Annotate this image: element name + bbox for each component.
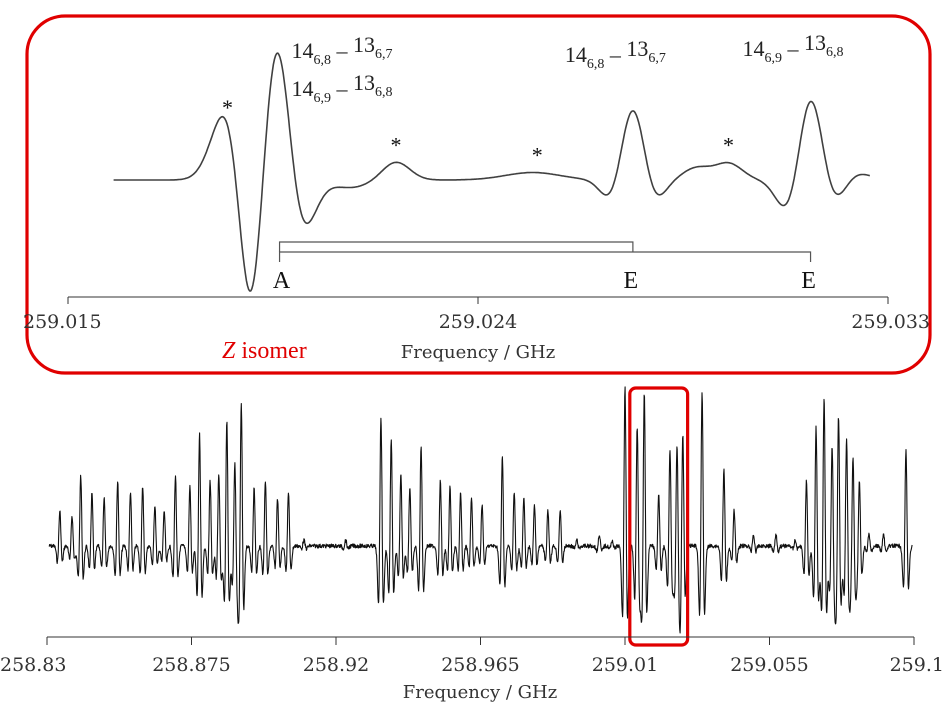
transition-label: 146,9 – 136,8	[743, 30, 844, 66]
transition-label: 146,9 – 136,8	[292, 70, 393, 106]
overview-x-tick-label: 258.92	[303, 654, 369, 676]
overview-spectrum-trace	[48, 386, 913, 634]
overview-x-tick-label: 259.01	[592, 654, 658, 676]
transition-label: 146,8 – 136,7	[292, 32, 393, 68]
impurity-star: *	[532, 143, 543, 168]
impurity-star: *	[723, 133, 734, 158]
inset-x-tick-label: 259.015	[23, 311, 102, 333]
impurity-star: *	[391, 132, 402, 157]
inset-highlight-frame	[25, 14, 932, 375]
inset-spectrum-trace	[113, 52, 871, 292]
overview-x-tick-label: 258.965	[441, 654, 520, 676]
overview-x-tick-label: 258.875	[152, 654, 231, 676]
symmetry-label: A	[273, 268, 291, 294]
transition-label: 146,8 – 136,7	[565, 36, 666, 72]
splitting-bracket-line	[278, 241, 634, 252]
inset-x-tick-label: 259.033	[851, 311, 930, 333]
inset-x-ticks: 259.015 259.024 259.033	[23, 297, 930, 333]
zoom-region-frame	[628, 386, 690, 647]
isomer-label-rest: isomer	[235, 338, 306, 364]
overview-x-tick-label: 258.83	[0, 654, 66, 676]
inset-x-axis-title: Frequency / GHz	[401, 342, 555, 363]
overview-panel: 258.83 258.875 258.92 258.965 259.01 259.055 2…	[0, 386, 944, 703]
impurity-star: *	[222, 95, 233, 120]
overview-x-axis-title: Frequency / GHz	[403, 682, 557, 703]
symmetry-label: E	[801, 268, 816, 294]
impurity-markers: * * * *	[222, 95, 734, 167]
symmetry-label: E	[624, 268, 639, 294]
isomer-label: Z isomer	[222, 338, 307, 364]
overview-x-tick-label: 259.1	[890, 654, 944, 676]
inset-x-tick-label: 259.024	[439, 311, 518, 333]
overview-x-tick-label: 259.055	[730, 654, 809, 676]
splitting-bracket-line	[278, 251, 812, 262]
isomer-label-italic: Z	[222, 338, 236, 364]
overview-x-ticks: 258.83 258.875 258.92 258.965 259.01 259.055 2…	[0, 637, 944, 676]
